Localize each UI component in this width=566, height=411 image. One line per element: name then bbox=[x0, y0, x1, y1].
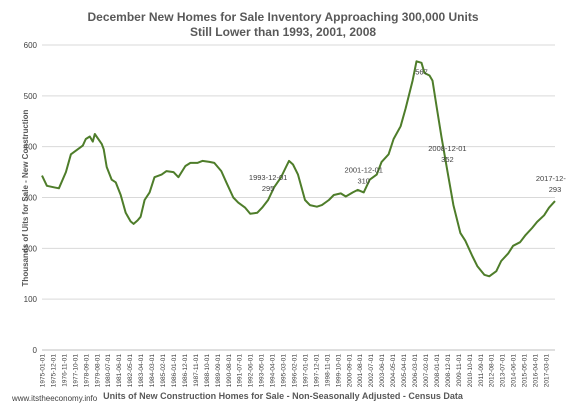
x-tick-label: 1981-06-01 bbox=[116, 354, 123, 388]
x-tick-label: 2008-01-01 bbox=[434, 354, 441, 388]
x-axis-label: Units of New Construction Homes for Sale… bbox=[103, 391, 463, 401]
x-tick-label: 2009-11-01 bbox=[456, 354, 463, 387]
x-tick-label: 1990-08-01 bbox=[226, 354, 233, 388]
data-label-value: 295 bbox=[262, 184, 275, 193]
chart-subtitle: Still Lower than 1993, 2001, 2008 bbox=[189, 25, 377, 39]
x-tick-label: 1994-04-01 bbox=[270, 354, 277, 388]
source-credit: www.itstheeconomy.info bbox=[12, 394, 98, 403]
x-tick-label: 1980-07-01 bbox=[105, 354, 112, 388]
data-label-value: 352 bbox=[441, 155, 454, 164]
data-label: 567 bbox=[415, 67, 428, 76]
x-tick-label: 1986-12-01 bbox=[182, 354, 189, 388]
x-tick-label: 1979-08-01 bbox=[94, 354, 101, 388]
x-tick-label: 1977-10-01 bbox=[72, 354, 79, 388]
x-tick-label: 1975-12-01 bbox=[50, 354, 57, 388]
y-tick-label: 400 bbox=[24, 143, 38, 152]
data-label: 1993-12-01 295 bbox=[249, 173, 287, 193]
x-tick-label: 1984-03-01 bbox=[149, 354, 156, 388]
series-layer bbox=[41, 60, 556, 278]
x-tick-label: 2004-05-01 bbox=[390, 354, 397, 388]
x-tick-label: 2008-12-01 bbox=[445, 354, 452, 388]
x-tick-label: 2012-08-01 bbox=[489, 354, 496, 388]
y-tick-label: 200 bbox=[24, 244, 38, 253]
x-tick-label: 1975-01-01 bbox=[40, 354, 47, 388]
annotations: 1993-12-01 295 2001-12-01 310 567 2008-12-01 3… bbox=[249, 67, 566, 194]
x-tick-label: 2011-09-01 bbox=[478, 354, 485, 387]
y-tick-label: 600 bbox=[24, 41, 38, 50]
x-tick-label: 1999-10-01 bbox=[335, 354, 342, 388]
x-tick-label: 2010-10-01 bbox=[467, 354, 474, 388]
data-label: 2001-12-01 310 bbox=[345, 165, 383, 185]
y-tick-label: 100 bbox=[24, 295, 38, 304]
x-tick-label: 1997-01-01 bbox=[303, 354, 310, 388]
data-label-value: 310 bbox=[357, 176, 370, 185]
x-tick-label: 2000-09-01 bbox=[346, 354, 353, 388]
x-tick-label: 1992-06-01 bbox=[248, 354, 255, 388]
x-tick-labels: 1975-01-01 1975-12-01 1976-11-01 1977-10-01… bbox=[40, 354, 551, 388]
x-tick-label: 1985-02-01 bbox=[160, 354, 167, 388]
data-label-date: 2008-12-01 bbox=[428, 144, 466, 153]
x-tick-label: 1983-04-01 bbox=[138, 354, 145, 388]
x-tick-label: 1988-10-01 bbox=[204, 354, 211, 388]
x-tick-label: 1995-03-01 bbox=[281, 354, 288, 388]
x-tick-label: 1997-12-01 bbox=[313, 354, 320, 388]
x-tick-label: 2017-03-01 bbox=[544, 354, 551, 388]
x-tick-label: 1982-05-01 bbox=[127, 354, 134, 388]
grid-lines bbox=[42, 44, 555, 300]
data-label-date: 2001-12-01 bbox=[345, 165, 383, 174]
x-tick-label: 1993-05-01 bbox=[259, 354, 266, 388]
x-tick-label: 2014-06-01 bbox=[511, 354, 518, 388]
x-tick-label: 2015-05-01 bbox=[522, 354, 529, 388]
x-tick-label: 2005-04-01 bbox=[401, 354, 408, 388]
y-tick-label: 0 bbox=[33, 346, 38, 355]
x-tick-label: 2007-02-01 bbox=[423, 354, 430, 388]
data-label-value: 293 bbox=[549, 185, 562, 194]
y-axis-label: Thousands of Uits for Sale - New Constru… bbox=[21, 109, 30, 286]
x-tick-label: 2016-04-01 bbox=[533, 354, 540, 388]
x-tick-label: 2006-03-01 bbox=[412, 354, 419, 388]
y-tick-label: 300 bbox=[24, 194, 38, 203]
series-line bbox=[41, 60, 556, 278]
x-tick-label: 1978-09-01 bbox=[83, 354, 90, 388]
x-tick-label: 2002-07-01 bbox=[368, 354, 375, 388]
x-tick-label: 1996-02-01 bbox=[292, 354, 299, 388]
chart-title: December New Homes for Sale Inventory Ap… bbox=[87, 10, 479, 24]
data-label-date: 2017-12-01 bbox=[536, 174, 566, 183]
data-label: 2017-12-01 293 bbox=[536, 174, 566, 194]
data-label-date: 1993-12-01 bbox=[249, 173, 287, 182]
x-tick-label: 1998-11-01 bbox=[324, 354, 331, 387]
y-tick-labels: 0 100 200 300 400 500 600 bbox=[24, 41, 38, 355]
x-tick-label: 2003-06-01 bbox=[379, 354, 386, 388]
data-label-value: 567 bbox=[415, 67, 428, 76]
x-tick-label: 2001-08-01 bbox=[357, 354, 364, 388]
x-tick-label: 1976-11-01 bbox=[61, 354, 68, 387]
x-tick-label: 1989-09-01 bbox=[215, 354, 222, 388]
x-tick-label: 1991-07-01 bbox=[237, 354, 244, 388]
x-tick-label: 1987-11-01 bbox=[193, 354, 200, 387]
x-tick-label: 1986-01-01 bbox=[171, 354, 178, 388]
y-tick-label: 500 bbox=[24, 92, 38, 101]
data-label: 2008-12-01 352 bbox=[428, 144, 466, 164]
x-tick-label: 2013-07-01 bbox=[500, 354, 507, 388]
